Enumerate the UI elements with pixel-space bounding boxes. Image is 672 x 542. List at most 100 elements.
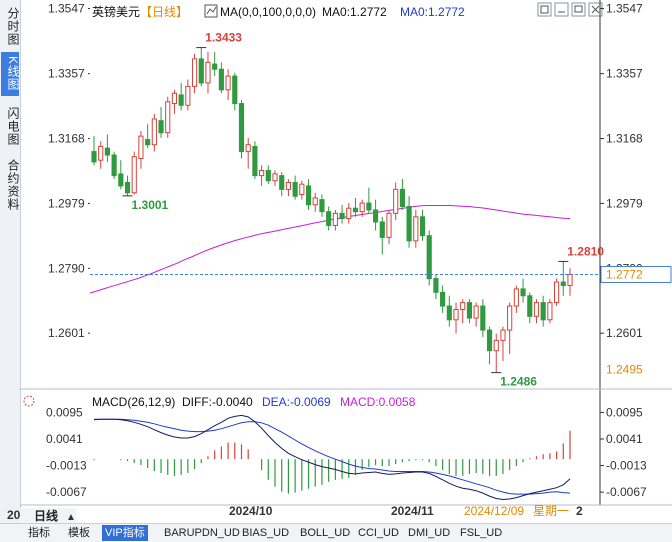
dea-line: [94, 418, 571, 495]
candle-body: [111, 154, 117, 177]
current-price-label: 1.2772: [606, 267, 643, 281]
macd-dea-value: DEA:-0.0069: [262, 395, 331, 409]
low-annotation-1: 1.3001: [122, 195, 169, 212]
high-annotation-label: 1.3433: [205, 31, 242, 45]
tab-vip-indicators[interactable]: VIP指标: [102, 525, 148, 541]
candle-body: [406, 206, 412, 242]
candle-body: [185, 85, 191, 106]
tab-flash-chart[interactable]: 闪电图: [6, 106, 20, 146]
candle-body: [372, 209, 379, 223]
tab-indicators[interactable]: 指标: [28, 527, 50, 539]
window-icon[interactable]: [537, 2, 552, 17]
candle-body: [507, 305, 513, 331]
period-tab-arrow[interactable]: ▲: [66, 512, 76, 523]
price-axis: 1.3547 1.3547 1.3357 1.3357 1.3168 1.3168 1.29…: [48, 1, 643, 340]
candle-body: [446, 305, 452, 321]
candle-body: [245, 144, 251, 153]
date-label-nov: 2024/11: [391, 504, 434, 518]
candle-body: [212, 63, 218, 70]
candle-body: [346, 207, 352, 220]
chart-icon[interactable]: [204, 4, 218, 18]
candle-body: [165, 101, 171, 134]
candle-body: [366, 202, 372, 211]
date-label-partial: 20: [7, 508, 21, 522]
macd-tick-right: 0.0041: [606, 432, 643, 446]
candle-body: [299, 183, 305, 195]
tab-templates[interactable]: 模板: [68, 527, 90, 539]
macd-settings-icon[interactable]: [23, 395, 35, 407]
minimize-icon[interactable]: [554, 2, 569, 17]
candle-body: [533, 302, 540, 317]
tab-timeshare[interactable]: 分时图: [6, 6, 20, 46]
price-tick-left: 1.3357: [48, 67, 85, 81]
price-tick-left: 1.2790: [48, 261, 85, 275]
candle-body: [513, 288, 519, 307]
instrument-title: 英镑美元: [92, 4, 140, 19]
candle-body: [292, 181, 298, 197]
candle-body: [554, 281, 560, 304]
tab-boll[interactable]: BOLL_UD: [300, 527, 351, 539]
candle-body: [158, 120, 164, 134]
period-tab[interactable]: 日线: [34, 508, 58, 523]
cursor-weekday: 星期一: [533, 504, 569, 518]
current-price-box: [600, 265, 672, 283]
period-tab-bg: [20, 508, 76, 523]
cursor-date: 2024/12/09: [464, 504, 524, 518]
candle-body: [379, 221, 385, 238]
tab-dmi[interactable]: DMI_UD: [408, 527, 451, 539]
candle-body: [259, 169, 265, 177]
candle-body: [359, 202, 365, 213]
close-icon[interactable]: [588, 2, 603, 17]
candle-body: [198, 58, 204, 84]
candle-body: [279, 175, 285, 190]
left-sidebar: 分时图 K线图 闪电图 合约资料: [0, 0, 21, 523]
candle-body: [272, 173, 278, 182]
tab-barupdn[interactable]: BARUPDN_UD: [164, 527, 240, 539]
price-tick-right: 1.2601: [606, 326, 643, 340]
tab-contract-info[interactable]: 合约资料: [6, 159, 20, 211]
candle-body: [218, 68, 224, 91]
macd-tick-left: -0.0013: [46, 459, 87, 473]
ma-value-label: MA0:1.2772: [322, 5, 387, 19]
candle-body: [326, 211, 332, 226]
candle-body: [124, 181, 131, 194]
candle-body: [567, 273, 573, 286]
candle-body: [473, 305, 479, 319]
candle-body: [305, 185, 312, 206]
tab-cci[interactable]: CCI_UD: [358, 527, 399, 539]
macd-tick-right: 0.0095: [606, 405, 643, 419]
tab-fsl[interactable]: FSL_UD: [460, 527, 503, 539]
recent-high-annotation: 1.2810: [558, 244, 604, 262]
candle-body: [151, 118, 157, 146]
date-label-oct: 2024/10: [229, 504, 273, 518]
macd-tick-left: 0.0095: [46, 405, 83, 419]
chart-area[interactable]: 英镑美元 【日线】 MA(0,0,100,0,0,0) MA0:1.2772 M…: [0, 0, 672, 523]
price-tick-left: 1.2601: [48, 326, 85, 340]
ma-settings-label: MA(0,0,100,0,0,0): [220, 5, 316, 19]
page-number: 2: [576, 504, 583, 518]
candle-body: [433, 278, 439, 293]
maximize-icon[interactable]: [571, 2, 586, 17]
candle-body: [252, 145, 258, 177]
candle-body: [393, 188, 399, 214]
price-tick-right: 1.3168: [606, 132, 643, 146]
macd-tick-left: 0.0041: [46, 432, 83, 446]
candle-body: [238, 103, 245, 153]
price-tick-left: 1.3547: [48, 1, 85, 15]
candle-body: [520, 288, 526, 297]
candle-body: [419, 216, 426, 237]
recent-high-annotation-label: 1.2810: [567, 244, 604, 258]
candle-body: [453, 308, 459, 321]
candle-body: [440, 291, 446, 307]
candle-body: [386, 212, 392, 238]
low-annotation-1-label: 1.3001: [132, 198, 169, 212]
tab-bias[interactable]: BIAS_UD: [242, 527, 290, 539]
macd-histogram: [93, 430, 571, 494]
candle-body: [500, 329, 506, 341]
candle-body: [527, 295, 533, 317]
candle-body: [480, 305, 486, 331]
macd-tick-left: -0.0067: [46, 485, 87, 499]
period-label[interactable]: 【日线】: [140, 5, 188, 19]
candle-body: [171, 92, 178, 105]
tab-kline[interactable]: K线图: [1, 52, 20, 96]
